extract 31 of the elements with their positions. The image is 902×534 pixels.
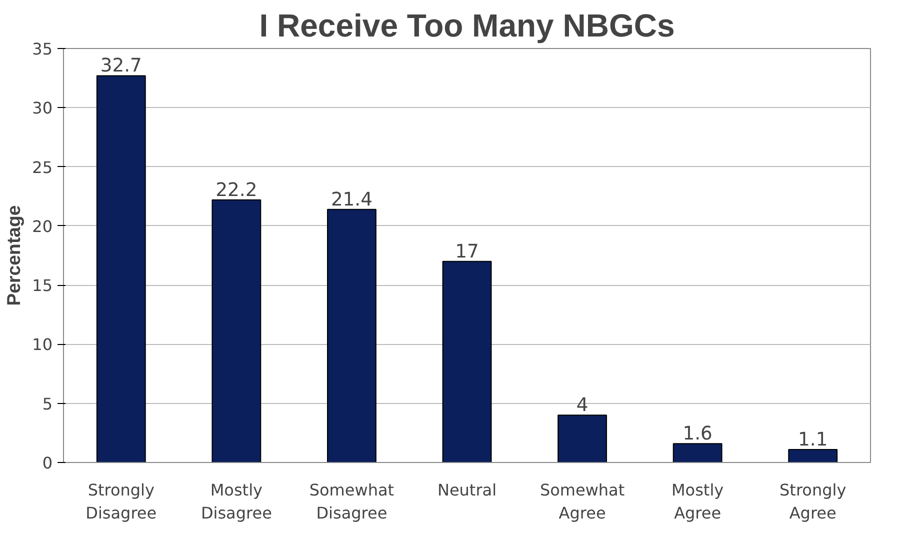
y-axis-title: Percentage [3,205,24,306]
data-label: 1.6 [682,424,712,445]
y-tick-label: 10 [32,335,52,354]
y-tick-label: 20 [32,216,52,236]
data-label: 21.4 [330,189,372,210]
x-tick-label: Strongly Agree [780,480,846,522]
bar [672,443,722,462]
bar [442,260,492,462]
bar [96,75,146,462]
data-label: 1.1 [798,429,828,450]
data-label: 17 [455,241,479,262]
data-label: 22.2 [216,180,258,201]
y-tick-label: 30 [32,98,52,118]
bar [558,414,607,462]
x-tick-label: Neutral [437,480,497,500]
y-tick-label: 35 [32,40,52,58]
bar [788,448,838,462]
y-tick-label: 25 [32,158,52,177]
chart-title: I Receive Too Many NBGCs [259,8,675,44]
x-tick-label: Mostly Disagree [200,480,272,522]
x-tick-label: Strongly Disagree [86,480,157,522]
data-label: 32.7 [100,56,142,77]
x-tick-label: Somewhat Disagree [309,480,394,522]
bar [212,199,262,462]
bar [327,208,376,462]
x-tick-label: Somewhat Agree [540,480,625,522]
x-tick-label: Mostly Agree [672,480,724,522]
y-tick-label: 0 [42,454,53,472]
y-tick-label: 5 [42,394,53,414]
data-label: 4 [576,395,588,416]
y-tick-label: 15 [32,276,52,296]
